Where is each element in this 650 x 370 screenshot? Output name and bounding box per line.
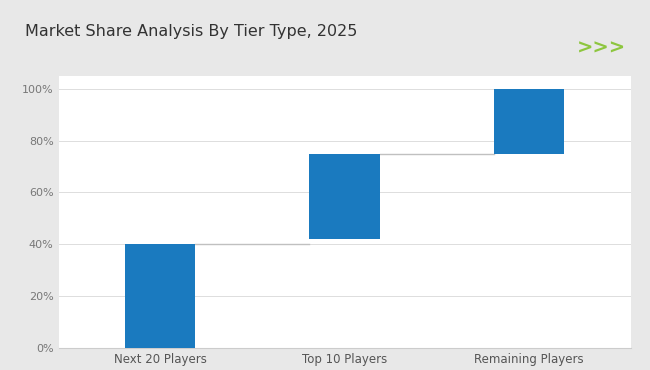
Bar [494, 89, 564, 154]
Bar [309, 154, 380, 239]
Text: >>>: >>> [577, 39, 626, 58]
Bar [125, 244, 195, 348]
Text: Market Share Analysis By Tier Type, 2025: Market Share Analysis By Tier Type, 2025 [25, 24, 358, 39]
